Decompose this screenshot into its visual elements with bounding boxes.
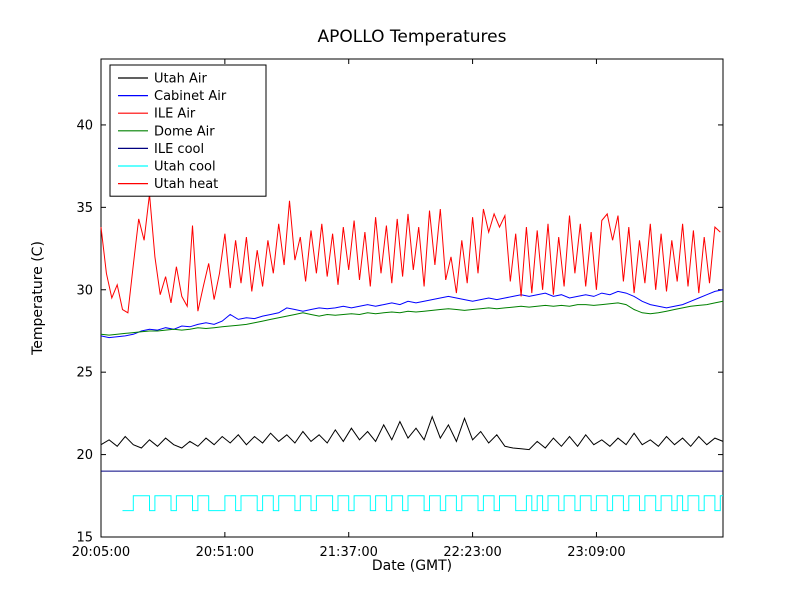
x-tick-label: 23:09:00 — [567, 545, 625, 560]
plot-frame — [100, 58, 724, 538]
series-utah-air — [100, 415, 724, 451]
x-axis-label: Date (GMT) — [371, 558, 453, 574]
legend-label-utah-heat: Utah heat — [154, 177, 218, 192]
y-tick-label: 30 — [76, 283, 93, 298]
series-utah-cool — [122, 495, 723, 512]
series-cabinet-air — [100, 289, 724, 339]
series-ile-air — [100, 194, 721, 314]
legend-label-utah-cool: Utah cool — [154, 160, 216, 175]
legend-label-ile-cool: ILE cool — [154, 142, 204, 157]
y-tick-label: 35 — [76, 201, 93, 216]
legend-label-ile-air: ILE Air — [154, 107, 196, 122]
chart-title: APOLLO Temperatures — [317, 27, 507, 47]
y-tick-label: 15 — [76, 531, 93, 546]
legend-label-dome-air: Dome Air — [154, 124, 215, 139]
series-dome-air — [100, 300, 724, 336]
y-tick-label: 40 — [76, 118, 93, 133]
x-tick-label: 21:37:00 — [320, 545, 378, 560]
x-tick-label: 20:51:00 — [196, 545, 254, 560]
x-tick-label: 20:05:00 — [72, 545, 130, 560]
y-tick-label: 20 — [76, 448, 93, 463]
y-tick-label: 25 — [76, 366, 93, 381]
legend-label-cabinet-air: Cabinet Air — [154, 89, 227, 104]
y-axis-label: Temperature (C) — [30, 241, 46, 355]
x-tick-label: 22:23:00 — [443, 545, 501, 560]
legend-label-utah-air: Utah Air — [154, 72, 207, 87]
